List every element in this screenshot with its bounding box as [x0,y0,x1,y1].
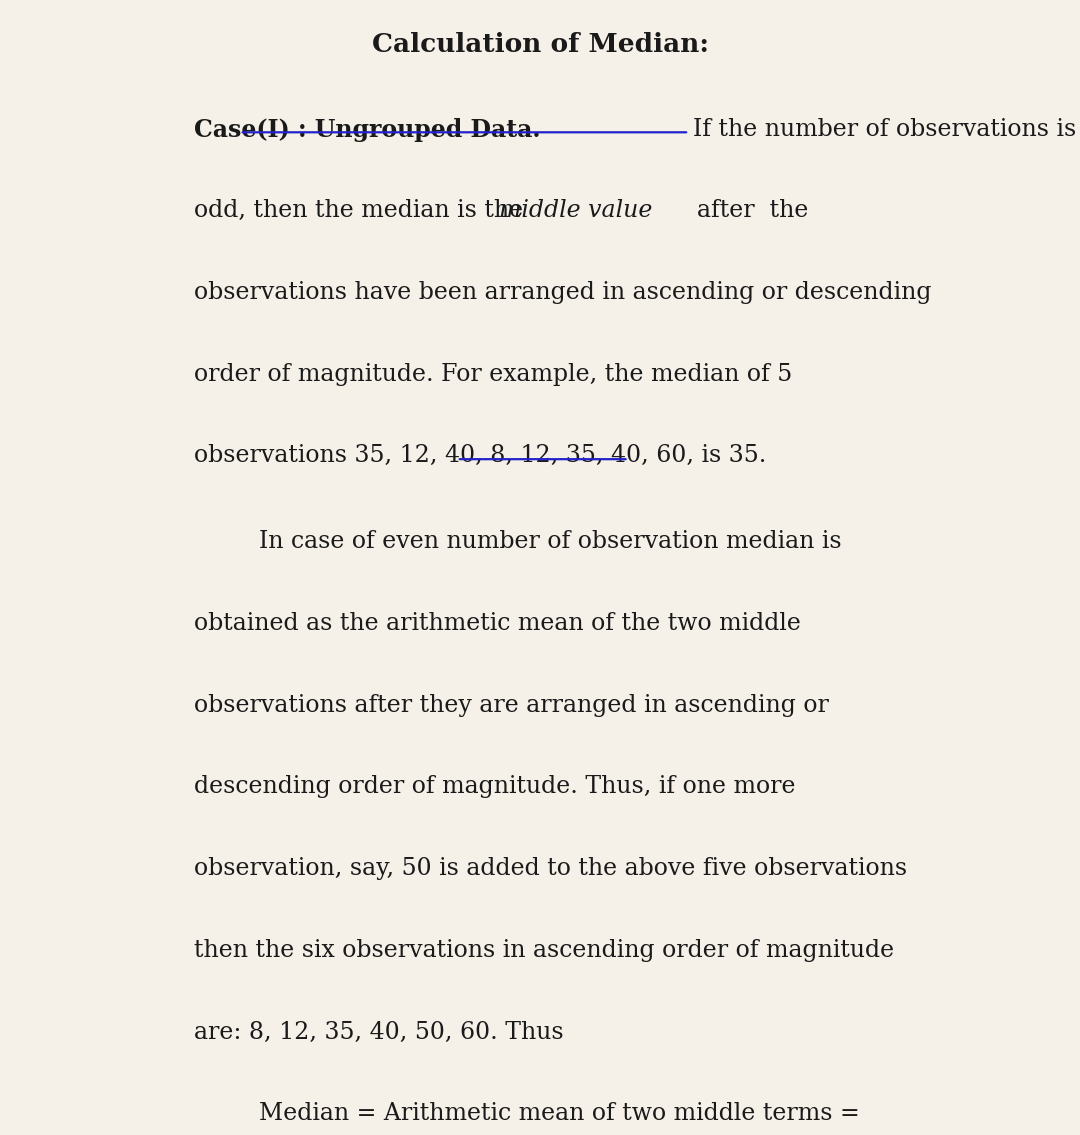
Text: Case(I) : Ungrouped Data.: Case(I) : Ungrouped Data. [194,118,541,142]
Text: If the number of observations is: If the number of observations is [693,118,1077,141]
Text: then the six observations in ascending order of magnitude: then the six observations in ascending o… [194,939,894,961]
Text: odd, then the median is the: odd, then the median is the [194,200,531,222]
Text: descending order of magnitude. Thus, if one more: descending order of magnitude. Thus, if … [194,775,796,798]
Text: after  the: after the [697,200,808,222]
Text: In case of even number of observation median is: In case of even number of observation me… [259,530,841,553]
Text: observations 35, 12, 40, 8, 12, 35, 40, 60, is 35.: observations 35, 12, 40, 8, 12, 35, 40, … [194,445,767,468]
Text: order of magnitude. For example, the median of 5: order of magnitude. For example, the med… [194,363,793,386]
Text: observation, say, 50 is added to the above five observations: observation, say, 50 is added to the abo… [194,857,907,880]
Text: Median = Arithmetic mean of two middle terms =: Median = Arithmetic mean of two middle t… [259,1102,860,1125]
Text: observations have been arranged in ascending or descending: observations have been arranged in ascen… [194,281,932,304]
Text: observations after they are arranged in ascending or: observations after they are arranged in … [194,693,829,716]
Text: are: 8, 12, 35, 40, 50, 60. Thus: are: 8, 12, 35, 40, 50, 60. Thus [194,1020,564,1043]
Text: obtained as the arithmetic mean of the two middle: obtained as the arithmetic mean of the t… [194,612,801,634]
Text: middle value: middle value [499,200,652,222]
Text: Calculation of Median:: Calculation of Median: [372,32,708,57]
